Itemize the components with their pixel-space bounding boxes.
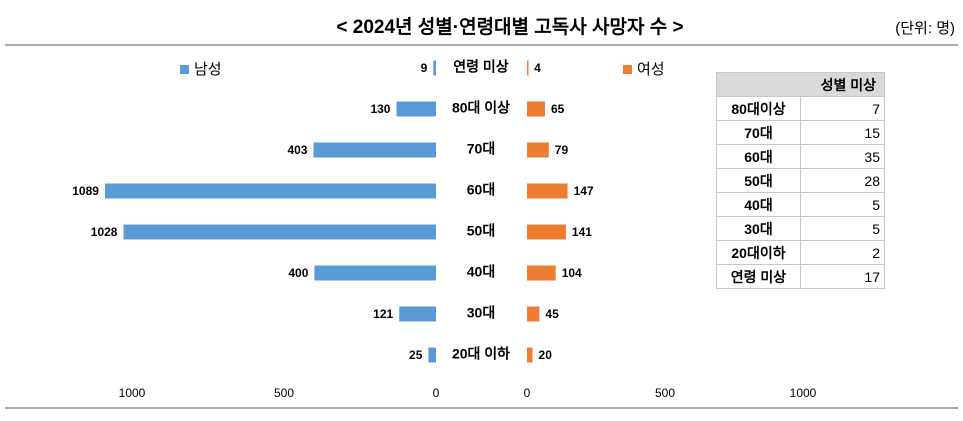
row-label: 70대 <box>716 120 801 145</box>
value-label: 147 <box>574 184 594 198</box>
row-value: 28 <box>800 168 885 193</box>
bar <box>428 347 436 363</box>
row-label: 20대이하 <box>716 240 801 265</box>
chart-title: < 2024년 성별·연령대별 고독사 사망자 수 > <box>336 16 683 38</box>
value-label: 45 <box>545 307 559 321</box>
bar <box>527 142 549 158</box>
x-tick-label: 1000 <box>119 386 146 400</box>
category-label: 연령 미상 <box>453 59 509 75</box>
bar <box>396 101 436 117</box>
category-label: 20대 이하 <box>452 346 510 362</box>
value-label: 130 <box>370 102 390 116</box>
x-tick-label: 1000 <box>790 386 817 400</box>
legend-label: 남성 <box>194 61 222 78</box>
table-row: 20대이하 2 <box>716 240 885 265</box>
value-label: 20 <box>539 348 553 362</box>
category-label: 70대 <box>467 141 495 157</box>
value-label: 400 <box>288 266 308 280</box>
row-label: 80대이상 <box>716 96 801 121</box>
value-label: 4 <box>534 61 541 75</box>
value-label: 403 <box>287 143 307 157</box>
bar <box>399 306 436 322</box>
category-label: 30대 <box>467 305 495 321</box>
table-header-row: 성별 미상 <box>716 72 885 97</box>
bar <box>527 347 533 363</box>
unit-label: (단위: 명) <box>895 20 955 37</box>
table-row: 50대 28 <box>716 168 885 193</box>
row-label: 30대 <box>716 216 801 241</box>
side-table: 성별 미상 80대이상 7 70대 15 60대 35 50대 28 40대 5 30대 5 20대이하 2… <box>716 72 885 289</box>
table-row: 연령 미상 17 <box>716 264 885 289</box>
legend-swatch <box>180 65 189 74</box>
legend-swatch <box>623 65 632 74</box>
row-value: 17 <box>800 264 885 289</box>
value-label: 121 <box>373 307 393 321</box>
bar <box>314 265 436 281</box>
bar <box>527 101 545 117</box>
value-label: 141 <box>572 225 592 239</box>
row-value: 5 <box>800 216 885 241</box>
category-label: 80대 이상 <box>452 100 510 116</box>
bar <box>313 142 436 158</box>
table-row: 70대 15 <box>716 120 885 145</box>
row-label: 60대 <box>716 144 801 169</box>
value-label: 65 <box>551 102 565 116</box>
bar <box>527 224 566 240</box>
category-label: 40대 <box>467 264 495 280</box>
table-row: 40대 5 <box>716 192 885 217</box>
row-value: 2 <box>800 240 885 265</box>
value-label: 9 <box>421 61 428 75</box>
row-value: 5 <box>800 192 885 217</box>
row-label: 연령 미상 <box>716 264 801 289</box>
row-label: 50대 <box>716 168 801 193</box>
row-value: 7 <box>800 96 885 121</box>
table-row: 30대 5 <box>716 216 885 241</box>
bar <box>527 306 540 322</box>
row-label: 40대 <box>716 192 801 217</box>
x-tick-label: 0 <box>433 386 440 400</box>
table-row: 60대 35 <box>716 144 885 169</box>
value-label: 25 <box>409 348 423 362</box>
table-header: 성별 미상 <box>716 72 885 97</box>
value-label: 1028 <box>91 225 118 239</box>
legend-label: 여성 <box>637 61 665 78</box>
value-label: 104 <box>562 266 582 280</box>
row-value: 35 <box>800 144 885 169</box>
bar <box>123 224 436 240</box>
bar <box>527 265 556 281</box>
table-row: 80대이상 7 <box>716 96 885 121</box>
bar <box>433 60 436 76</box>
x-tick-label: 0 <box>524 386 531 400</box>
category-label: 50대 <box>467 223 495 239</box>
x-tick-label: 500 <box>274 386 294 400</box>
category-label: 60대 <box>467 182 495 198</box>
x-tick-label: 500 <box>655 386 675 400</box>
value-label: 79 <box>555 143 569 157</box>
bar <box>527 60 529 76</box>
bar <box>527 183 568 199</box>
value-label: 1089 <box>72 184 99 198</box>
bar <box>104 183 436 199</box>
row-value: 15 <box>800 120 885 145</box>
